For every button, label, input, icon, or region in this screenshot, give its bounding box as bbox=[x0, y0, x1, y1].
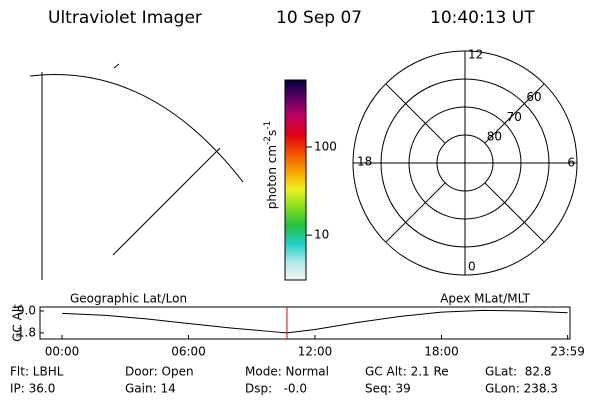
colorbar-tick-label: 10 bbox=[314, 228, 329, 242]
info-field: Door: Open bbox=[125, 365, 194, 379]
y-label: GC Alt bbox=[11, 304, 25, 342]
colorbar-fill bbox=[284, 79, 307, 281]
meridian bbox=[484, 182, 545, 243]
lat-label: 60 bbox=[526, 90, 541, 104]
lat-label: 70 bbox=[507, 110, 522, 124]
y-tick-label: 1.8 bbox=[17, 325, 36, 339]
info-field: Gain: 14 bbox=[125, 382, 176, 396]
info-field: IP: 36.0 bbox=[10, 382, 55, 396]
info-field: GLat: 82.8 bbox=[485, 365, 551, 379]
mlt-label: 0 bbox=[468, 260, 476, 274]
meridian bbox=[484, 83, 545, 144]
x-tick-label: 12:00 bbox=[298, 345, 333, 359]
mlt-label: 12 bbox=[468, 48, 483, 62]
colorbar-label: photon cm-2s-1 bbox=[263, 121, 279, 210]
info-field: Flt: LBHL bbox=[10, 365, 64, 379]
meridian bbox=[385, 83, 446, 144]
mlt-label: 6 bbox=[567, 156, 575, 170]
altitude-plot: Geographic Lat/Lon Apex MLat/MLT GC Alt9.0… bbox=[11, 292, 585, 359]
meridian bbox=[385, 182, 446, 243]
date: 10 Sep 07 bbox=[276, 8, 362, 28]
earth-limb-panel bbox=[29, 63, 244, 280]
x-tick-label: 18:00 bbox=[424, 345, 459, 359]
colorbar-tick-label: 100 bbox=[314, 139, 337, 153]
mlt-label: 18 bbox=[357, 155, 372, 169]
left-label: Geographic Lat/Lon bbox=[70, 292, 187, 306]
time: 10:40:13 UT bbox=[430, 8, 535, 28]
info-field: GC Alt: 2.1 Re bbox=[365, 365, 449, 379]
lat-label: 80 bbox=[487, 130, 502, 144]
altitude-line bbox=[61, 309, 568, 334]
right-label: Apex MLat/MLT bbox=[440, 292, 530, 306]
x-tick-label: 00:00 bbox=[45, 345, 80, 359]
y-tick-label: 9.0 bbox=[17, 303, 36, 317]
info-field: Mode: Normal bbox=[245, 365, 329, 379]
colorbar: 10 100 bbox=[284, 79, 337, 281]
info-field: Seq: 39 bbox=[365, 382, 411, 396]
instrument: Ultraviolet Imager bbox=[48, 8, 202, 28]
info-field: Dsp: -0.0 bbox=[245, 382, 307, 396]
plot-frame bbox=[39, 306, 571, 340]
info-panel: Flt: LBHL Door: Open Mode: Normal GC Alt: 2… bbox=[10, 365, 558, 396]
x-tick-label: 06:00 bbox=[171, 345, 206, 359]
x-tick-label: 23:59 bbox=[550, 345, 585, 359]
info-field: GLon: 238.3 bbox=[485, 382, 558, 396]
